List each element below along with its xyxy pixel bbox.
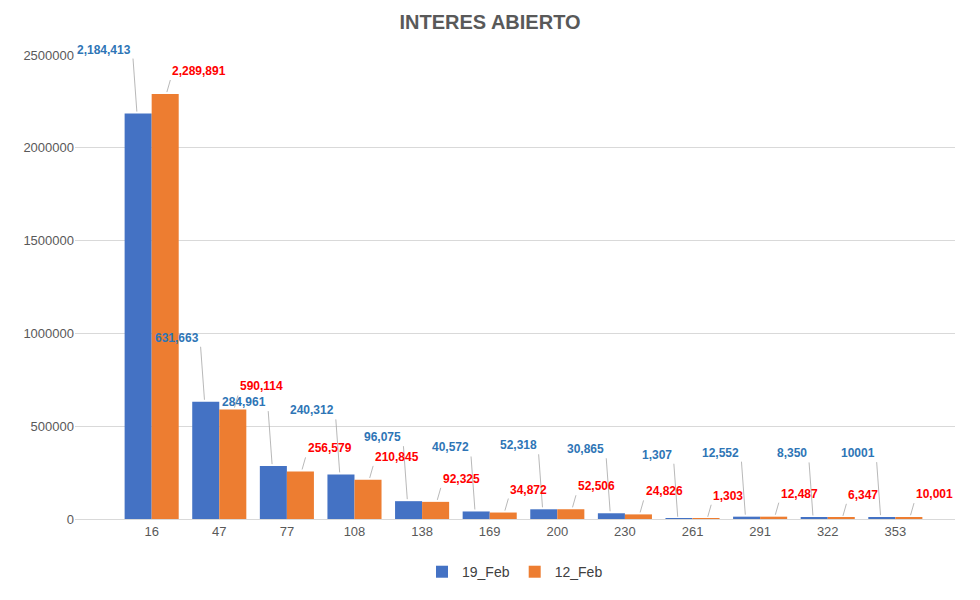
svg-text:19_Feb: 19_Feb (462, 564, 510, 580)
svg-text:52,506: 52,506 (578, 479, 615, 493)
svg-text:52,318: 52,318 (500, 438, 537, 452)
svg-text:2000000: 2000000 (23, 140, 74, 155)
svg-text:0: 0 (67, 512, 74, 527)
svg-text:256,579: 256,579 (308, 441, 352, 455)
svg-text:24,826: 24,826 (646, 484, 683, 498)
svg-text:12_Feb: 12_Feb (555, 564, 603, 580)
svg-text:1,307: 1,307 (642, 448, 672, 462)
svg-text:200: 200 (546, 524, 568, 539)
svg-text:47: 47 (212, 524, 226, 539)
svg-text:12,487: 12,487 (781, 487, 818, 501)
svg-text:10,001: 10,001 (916, 487, 953, 501)
svg-text:138: 138 (411, 524, 433, 539)
svg-text:92,325: 92,325 (443, 472, 480, 486)
svg-text:261: 261 (682, 524, 704, 539)
svg-text:2,289,891: 2,289,891 (172, 64, 226, 78)
svg-text:240,312: 240,312 (290, 403, 334, 417)
svg-text:210,845: 210,845 (375, 450, 419, 464)
svg-text:590,114: 590,114 (240, 379, 283, 393)
svg-text:12,552: 12,552 (702, 446, 739, 460)
svg-text:284,961: 284,961 (222, 395, 266, 409)
svg-text:353: 353 (884, 524, 906, 539)
svg-text:1500000: 1500000 (23, 233, 74, 248)
svg-text:291: 291 (749, 524, 771, 539)
svg-text:500000: 500000 (31, 419, 74, 434)
svg-text:108: 108 (344, 524, 366, 539)
svg-text:30,865: 30,865 (567, 442, 604, 456)
svg-text:2500000: 2500000 (23, 48, 74, 63)
svg-text:2,184,413: 2,184,413 (77, 43, 131, 57)
svg-text:631,663: 631,663 (155, 331, 199, 345)
svg-text:16: 16 (144, 524, 158, 539)
svg-text:34,872: 34,872 (510, 483, 547, 497)
svg-text:322: 322 (817, 524, 839, 539)
svg-text:INTERES ABIERTO: INTERES ABIERTO (399, 11, 580, 33)
svg-text:169: 169 (479, 524, 501, 539)
svg-text:77: 77 (280, 524, 294, 539)
svg-text:1,303: 1,303 (713, 489, 743, 503)
svg-text:6,347: 6,347 (848, 488, 878, 502)
svg-text:96,075: 96,075 (364, 430, 401, 444)
svg-text:10001: 10001 (841, 446, 875, 460)
svg-text:230: 230 (614, 524, 636, 539)
svg-text:1000000: 1000000 (23, 326, 74, 341)
svg-text:40,572: 40,572 (432, 440, 469, 454)
svg-text:8,350: 8,350 (777, 446, 807, 460)
